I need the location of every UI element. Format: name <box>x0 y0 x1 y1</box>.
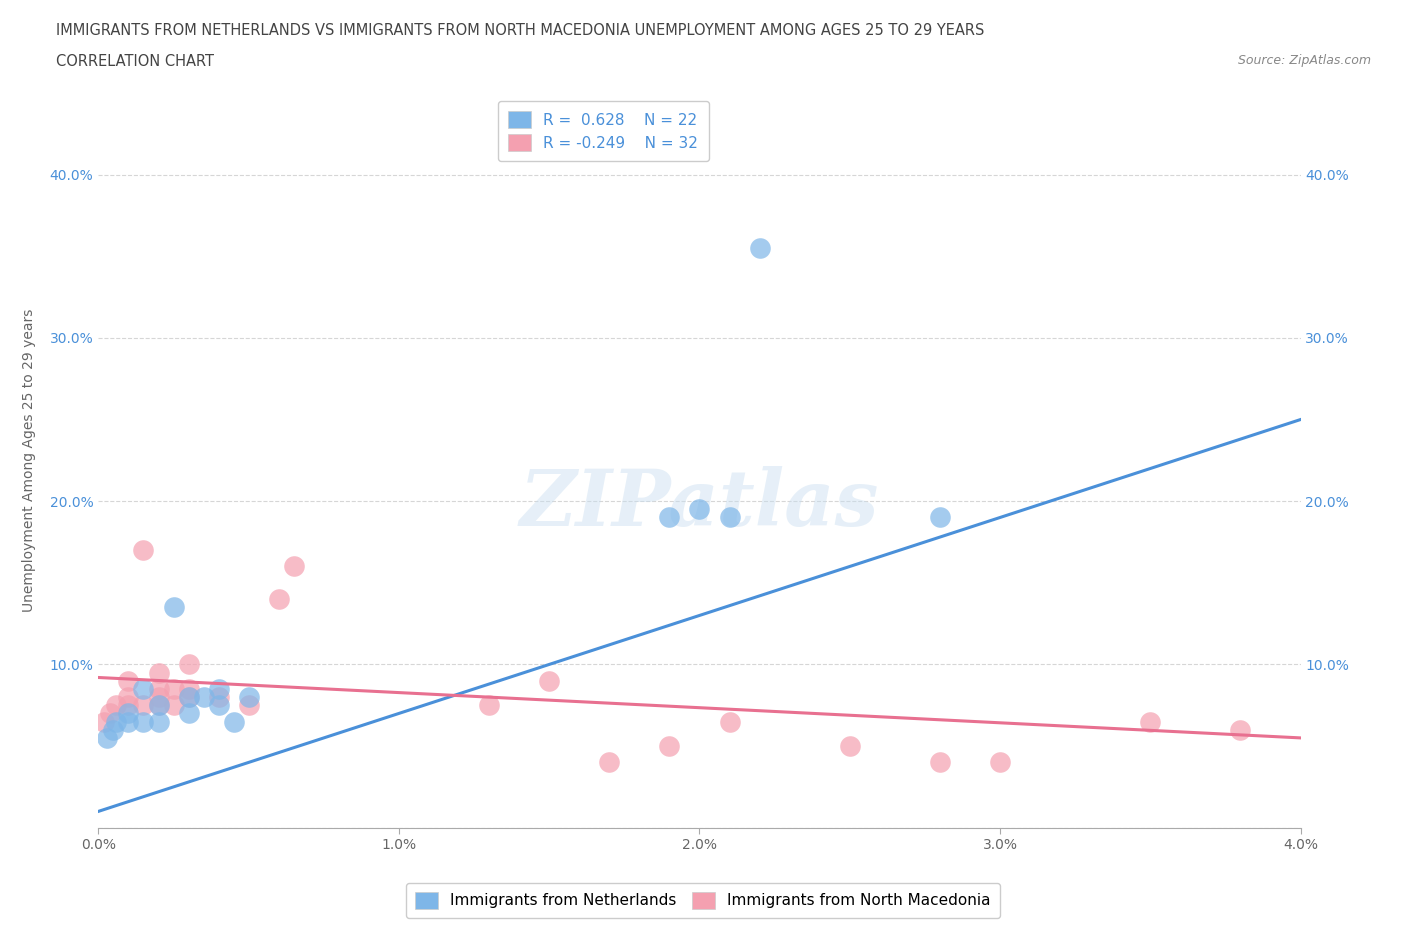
Point <box>177 657 200 671</box>
Point <box>105 698 128 712</box>
Text: CORRELATION CHART: CORRELATION CHART <box>56 54 214 69</box>
Point <box>162 600 184 615</box>
Point <box>162 698 184 712</box>
Point <box>658 510 681 525</box>
Point <box>689 502 711 517</box>
Point <box>177 682 200 697</box>
Point <box>117 690 139 705</box>
Point <box>148 698 170 712</box>
Point <box>718 510 741 525</box>
Point <box>93 714 115 729</box>
Point <box>105 714 128 729</box>
Point <box>283 559 305 574</box>
Text: Source: ZipAtlas.com: Source: ZipAtlas.com <box>1237 54 1371 67</box>
Point <box>208 698 231 712</box>
Point <box>117 673 139 688</box>
Point <box>117 698 139 712</box>
Point <box>658 738 681 753</box>
Point <box>117 714 139 729</box>
Point <box>100 706 122 721</box>
Point <box>177 706 200 721</box>
Point <box>177 690 200 705</box>
Point <box>267 591 290 606</box>
Point <box>238 690 260 705</box>
Point <box>148 665 170 680</box>
Point <box>718 714 741 729</box>
Point <box>748 241 770 256</box>
Point <box>928 755 950 770</box>
Point <box>96 730 118 745</box>
Point <box>177 690 200 705</box>
Point <box>193 690 215 705</box>
Y-axis label: Unemployment Among Ages 25 to 29 years: Unemployment Among Ages 25 to 29 years <box>22 309 35 612</box>
Point <box>132 714 155 729</box>
Point <box>148 714 170 729</box>
Point <box>598 755 620 770</box>
Point <box>1229 723 1251 737</box>
Point <box>838 738 860 753</box>
Point <box>148 682 170 697</box>
Point <box>1139 714 1161 729</box>
Point <box>117 706 139 721</box>
Point <box>208 690 231 705</box>
Point <box>132 543 155 558</box>
Point <box>928 510 950 525</box>
Point <box>132 682 155 697</box>
Point <box>103 723 125 737</box>
Point <box>538 673 561 688</box>
Point <box>208 682 231 697</box>
Point <box>148 698 170 712</box>
Point <box>148 690 170 705</box>
Point <box>162 682 184 697</box>
Legend: Immigrants from Netherlands, Immigrants from North Macedonia: Immigrants from Netherlands, Immigrants … <box>406 883 1000 918</box>
Point <box>988 755 1011 770</box>
Legend: R =  0.628    N = 22, R = -0.249    N = 32: R = 0.628 N = 22, R = -0.249 N = 32 <box>498 100 709 162</box>
Text: IMMIGRANTS FROM NETHERLANDS VS IMMIGRANTS FROM NORTH MACEDONIA UNEMPLOYMENT AMON: IMMIGRANTS FROM NETHERLANDS VS IMMIGRANT… <box>56 23 984 38</box>
Point <box>132 698 155 712</box>
Point <box>238 698 260 712</box>
Text: ZIPatlas: ZIPatlas <box>520 466 879 543</box>
Point <box>222 714 245 729</box>
Point <box>478 698 501 712</box>
